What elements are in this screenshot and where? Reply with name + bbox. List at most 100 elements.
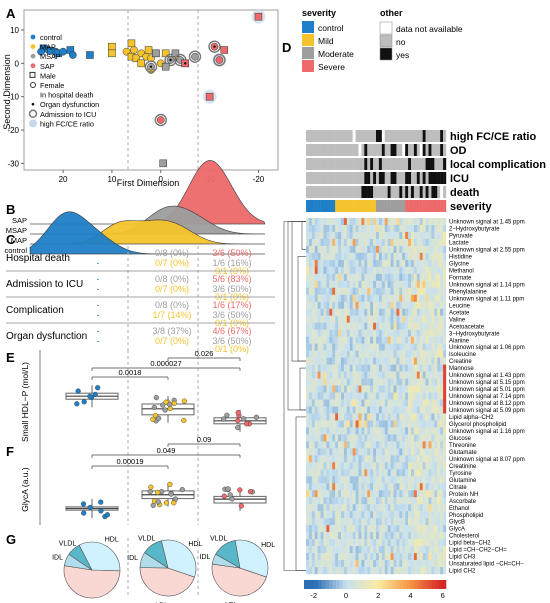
heatmap-cell — [308, 224, 313, 233]
heatmap-cell — [431, 224, 435, 233]
heatmap-cell — [323, 218, 327, 226]
heatmap-cell — [317, 511, 321, 519]
heatmap-cell — [434, 322, 438, 330]
heatmap-cell — [405, 455, 409, 463]
annotation-cell — [355, 200, 359, 212]
heatmap-cell — [387, 441, 391, 449]
heatmap-cell — [378, 497, 383, 505]
heatmap-cell — [405, 231, 409, 240]
heatmap-cell — [422, 308, 426, 316]
heatmap-cell — [416, 364, 420, 372]
heatmap-cell — [387, 546, 391, 554]
heatmap-cell — [387, 231, 391, 240]
annotation-cell — [338, 130, 342, 142]
heatmap-cell — [329, 504, 333, 512]
heatmap-cell — [440, 406, 444, 414]
heatmap-cell — [335, 434, 339, 442]
heatmap-cell — [376, 224, 380, 233]
heatmap-cell — [373, 287, 377, 295]
heatmap-cell — [422, 266, 426, 275]
heatmap-cell — [376, 315, 380, 323]
heatmap-cell — [422, 259, 426, 268]
heatmap-cell — [425, 525, 429, 533]
heatmap-cell — [440, 413, 444, 421]
heatmap-cell — [317, 231, 321, 240]
heatmap-cell — [314, 238, 318, 247]
heatmap-cell — [364, 525, 368, 533]
heatmap-cell — [364, 259, 368, 268]
heatmap-cell — [367, 497, 371, 505]
heatmap-cell — [431, 259, 435, 268]
heatmap-cell — [335, 315, 339, 323]
heatmap-cell — [355, 490, 359, 498]
heatmap-cell — [440, 525, 444, 533]
heatmap-cell — [349, 315, 353, 323]
heatmap-cell — [381, 462, 385, 470]
heatmap-cell — [341, 378, 345, 386]
heatmap-cell — [393, 490, 397, 498]
row-label: Methanol — [449, 268, 474, 274]
heatmap-cell — [314, 441, 318, 449]
legend-swatch — [30, 63, 36, 69]
heatmap-cell — [343, 343, 348, 351]
heatmap-cell — [378, 483, 383, 491]
heatmap-cell — [373, 497, 377, 505]
heatmap-cell — [370, 399, 374, 407]
heatmap-cell — [335, 483, 339, 491]
heatmap-cell — [408, 462, 412, 470]
heatmap-cell — [332, 441, 336, 449]
heatmap-cell — [306, 406, 310, 414]
heatmap-cell — [317, 567, 321, 575]
heatmap-cell — [346, 259, 350, 268]
colorbar-segment — [364, 580, 369, 589]
heatmap-cell — [364, 218, 368, 226]
heatmap-cell — [320, 350, 324, 358]
heatmap-cell — [413, 434, 418, 442]
y-tick-label: -10 — [7, 93, 19, 102]
heatmap-cell — [314, 350, 318, 358]
heatmap-cell — [367, 294, 371, 302]
heatmap-cell — [437, 539, 441, 547]
heatmap-cell — [393, 252, 397, 261]
heatmap-cell — [422, 399, 426, 407]
heatmap-cell — [329, 525, 333, 533]
p-value: 0.09 — [197, 435, 212, 444]
heatmap-cell — [381, 525, 385, 533]
heatmap-cell — [437, 231, 441, 240]
heatmap-cell — [326, 427, 330, 435]
heatmap-cell — [308, 413, 313, 421]
heatmap-cell — [352, 224, 356, 233]
row-label: Unknown signal at 1.06 ppm — [449, 345, 525, 351]
heatmap-cell — [437, 413, 441, 421]
data-point — [235, 410, 241, 416]
heatmap-cell — [440, 252, 444, 261]
heatmap-cell — [341, 483, 345, 491]
heatmap-cell — [317, 525, 321, 533]
heatmap-cell — [384, 399, 388, 407]
heatmap-cell — [434, 441, 438, 449]
annotation-cell — [326, 144, 330, 156]
heatmap-cell — [416, 420, 420, 428]
heatmap-cell — [376, 532, 380, 540]
heatmap-cell — [346, 322, 350, 330]
heatmap-cell — [402, 343, 406, 351]
heatmap-cell — [411, 490, 415, 498]
heatmap-cell — [378, 294, 383, 302]
heatmap-cell — [428, 434, 432, 442]
heatmap-cell — [338, 469, 342, 477]
dendrogram-branch — [295, 416, 306, 571]
heatmap-cell — [346, 308, 350, 316]
colorbar-segment — [438, 580, 443, 589]
heatmap-cell — [443, 567, 447, 575]
heatmap-cell — [381, 553, 385, 561]
heatmap-cell — [378, 532, 383, 540]
annotation-cell — [440, 172, 444, 184]
heatmap-cell — [393, 455, 397, 463]
heatmap-cell — [425, 301, 429, 309]
heatmap-cell — [355, 427, 359, 435]
heatmap-cell — [384, 336, 388, 344]
msap-value: 3/8 (37%) — [152, 326, 191, 336]
heatmap-cell — [364, 483, 368, 491]
annotation-cell — [425, 172, 429, 184]
heatmap-cell — [411, 483, 415, 491]
